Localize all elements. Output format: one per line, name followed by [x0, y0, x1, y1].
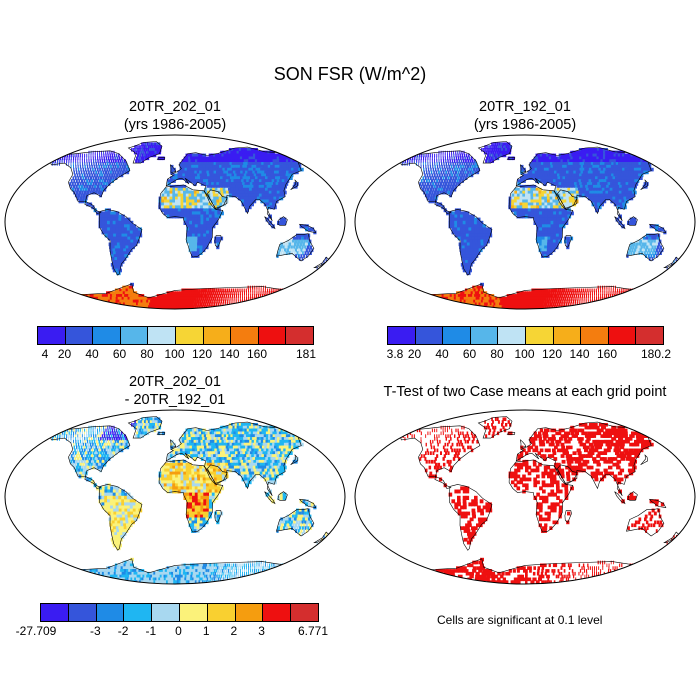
colorbar-swatch — [148, 327, 176, 344]
colorbar-swatch — [41, 604, 69, 621]
colorbar-swatch — [231, 327, 259, 344]
colorbar-tick-label: 2 — [230, 624, 238, 638]
colorbar-swatch — [581, 327, 609, 344]
panel-title-ttest: T-Test of two Case means at each grid po… — [383, 384, 667, 400]
colorbar-tick-label: -3 — [90, 624, 101, 638]
map-field — [402, 417, 678, 584]
colorbar-tick-label: 100 — [164, 347, 185, 361]
colorbar-tick-label: 140 — [569, 347, 590, 361]
colorbar-tick-label: 60 — [462, 347, 477, 361]
colorbar-tick-label: 3.8 — [386, 347, 404, 361]
colorbar-tick-label: 20 — [57, 347, 72, 361]
figure-title: SON FSR (W/m^2) — [273, 64, 427, 84]
colorbar-tick-label: 60 — [112, 347, 127, 361]
colorbar-tick-label: 160 — [596, 347, 618, 361]
panel-title-case2: 20TR_192_01 (yrs 1986-2005) — [473, 99, 577, 133]
colorbar-tick-label: 20 — [407, 347, 422, 361]
colorbar-tick-label: 1 — [202, 624, 210, 638]
colorbar-swatch — [235, 604, 264, 621]
map-field — [399, 142, 678, 309]
colorbar-tick-label: 40 — [85, 347, 99, 361]
colorbar-tick-label: 80 — [140, 347, 154, 361]
panel-title-case1: 20TR_202_01 (yrs 1986-2005) — [123, 99, 227, 133]
map-outline — [4, 134, 346, 310]
map-case1 — [4, 134, 346, 310]
colorbar-tick-label: -2 — [117, 624, 129, 638]
colorbar-tick-label: -1 — [145, 624, 157, 638]
colorbar-swatch — [443, 327, 471, 344]
colorbar-tick-label: 6.771 — [297, 624, 329, 638]
colorbar-swatch — [152, 604, 180, 621]
colorbar-tick-label: 100 — [514, 347, 535, 361]
colorbar-swatch — [470, 327, 499, 344]
colorbar-tick-label: 3 — [258, 624, 265, 638]
map-case2 — [354, 134, 696, 310]
colorbar-swatch — [388, 327, 416, 344]
map-field — [49, 142, 328, 309]
colorbar-swatch — [68, 604, 97, 621]
colorbar-swatch — [38, 327, 66, 344]
map-outline — [354, 134, 696, 310]
colorbar-swatch — [608, 327, 637, 344]
colorbar-swatch — [525, 327, 554, 344]
colorbar-swatch — [65, 327, 94, 344]
colorbar-swatch — [120, 327, 149, 344]
colorbar-case2 — [387, 326, 664, 345]
colorbar-tick-label: 120 — [191, 347, 213, 361]
colorbar-swatch — [124, 604, 153, 621]
colorbar-tick-label: 180.2 — [640, 347, 672, 361]
map-ttest — [354, 409, 696, 585]
colorbar-tick-label: 120 — [541, 347, 563, 361]
colorbar-swatch — [636, 327, 663, 344]
colorbar-swatch — [263, 604, 292, 621]
map-diff — [4, 409, 346, 585]
colorbar-swatch — [175, 327, 204, 344]
colorbar-diff — [40, 603, 319, 622]
map-field — [49, 417, 328, 584]
colorbar-swatch — [93, 327, 121, 344]
colorbar-tick-label: 181 — [295, 347, 317, 361]
colorbar-swatch — [207, 604, 236, 621]
colorbar-swatch — [553, 327, 582, 344]
colorbar-swatch — [286, 327, 313, 344]
colorbar-tick-label: 80 — [490, 347, 504, 361]
colorbar-tick-label: 0 — [175, 624, 182, 638]
map-outline — [354, 409, 696, 585]
colorbar-swatch — [203, 327, 232, 344]
colorbar-swatch — [258, 327, 287, 344]
colorbar-tick-label: 4 — [41, 347, 49, 361]
colorbar-tick-label: -27.709 — [15, 624, 57, 638]
panel-title-diff: 20TR_202_01- 20TR_192_01 — [124, 374, 226, 408]
colorbar-swatch — [498, 327, 526, 344]
colorbar-tick-label: 40 — [435, 347, 449, 361]
colorbar-tick-label: 160 — [246, 347, 268, 361]
colorbar-swatch — [415, 327, 444, 344]
colorbar-tick-label: 140 — [219, 347, 240, 361]
significance-note: Cells are significant at 0.1 level — [437, 613, 603, 627]
map-outline — [4, 409, 346, 585]
colorbar-swatch — [179, 604, 208, 621]
colorbar-swatch — [291, 604, 318, 621]
colorbar-swatch — [96, 604, 125, 621]
colorbar-case1 — [37, 326, 314, 345]
